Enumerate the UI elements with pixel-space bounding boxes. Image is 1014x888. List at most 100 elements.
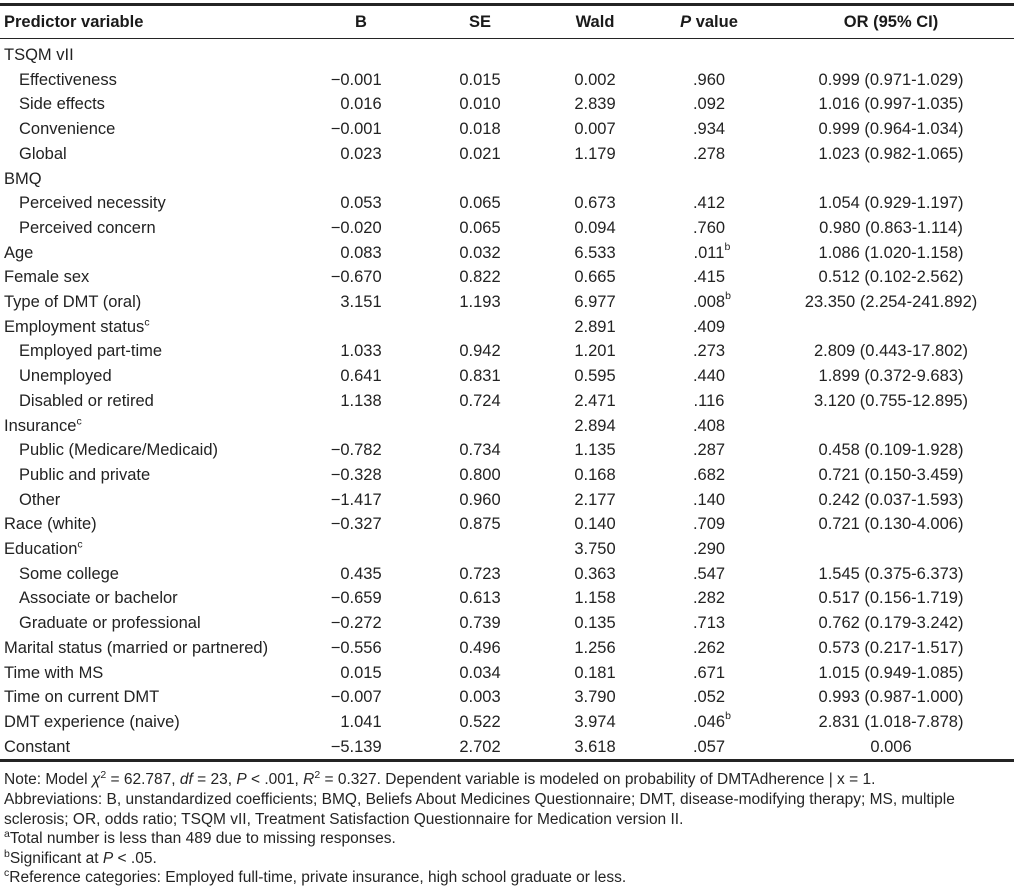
wald-cell: 2.891 — [574, 317, 616, 336]
b-cell: −0.782 — [330, 441, 382, 460]
wald-cell — [540, 39, 650, 68]
se-cell: 0.831 — [459, 367, 501, 386]
se-cell: 0.724 — [459, 391, 501, 410]
or-cell: 0.721 (0.150-3.459) — [818, 465, 964, 484]
se-cell: 1.193 — [459, 293, 501, 312]
p-cell: .709 — [692, 515, 726, 534]
footnote-line: Abbreviations: B, unstandardized coeffic… — [4, 790, 955, 828]
table-row: Side effects 0.016 0.010 2.839 .092 1.016 (0.… — [0, 92, 1014, 117]
or-cell — [768, 315, 1014, 340]
p-cell: .282 — [692, 589, 726, 608]
or-cell: 1.086 (1.020-1.158) — [818, 243, 964, 262]
table-row: Insurancec 2.894 .408 — [0, 414, 1014, 439]
wald-cell: 3.750 — [574, 540, 616, 559]
b-cell: −0.020 — [330, 218, 382, 237]
table-row: Female sex −0.670 0.822 0.665 .415 0.512 (0.1… — [0, 265, 1014, 290]
table-row: DMT experience (naive) 1.041 0.522 3.974 .04… — [0, 710, 1014, 735]
wald-cell: 1.158 — [574, 589, 616, 608]
b-cell: −0.007 — [330, 688, 382, 707]
predictor-cell: Public (Medicare/Medicaid) — [19, 441, 218, 460]
wald-cell: 2.177 — [574, 490, 616, 509]
predictor-cell: Female sex — [4, 268, 90, 287]
se-cell: 0.960 — [459, 490, 501, 509]
wald-cell: 6.533 — [574, 243, 616, 262]
p-cell: .412 — [692, 194, 726, 213]
or-cell: 2.831 (1.018-7.878) — [818, 712, 964, 731]
p-cell: .682 — [692, 465, 726, 484]
footnote-line: Note: Model χ2 = 62.787, df = 23, P < .0… — [4, 769, 876, 789]
p-cell: .057 — [692, 737, 726, 756]
predictor-cell: Effectiveness — [19, 70, 117, 89]
predictor-cell: BMQ — [4, 169, 42, 188]
b-cell: −0.328 — [330, 465, 382, 484]
p-cell: .116 — [693, 391, 725, 410]
header-row: Predictor variable B SE Wald P value OR (95% … — [0, 4, 1014, 39]
or-cell: 0.242 (0.037-1.593) — [818, 490, 964, 509]
wald-cell: 0.135 — [574, 614, 616, 633]
p-cell: .273 — [692, 342, 726, 361]
predictor-cell: Age — [4, 243, 34, 262]
footnote-line: bSignificant at P < .05. — [4, 847, 157, 867]
b-cell: 0.083 — [340, 243, 382, 262]
wald-cell: 1.201 — [574, 342, 616, 361]
p-cell: .262 — [692, 638, 726, 657]
b-cell: −0.659 — [330, 589, 382, 608]
wald-cell: 0.673 — [574, 194, 616, 213]
b-cell: 0.016 — [340, 95, 382, 114]
table-row: Time with MS 0.015 0.034 0.181 .671 1.015 (0.… — [0, 661, 1014, 686]
table-row: Other −1.417 0.960 2.177 .140 0.242 (0.037-1.… — [0, 488, 1014, 513]
or-cell: 1.016 (0.997-1.035) — [818, 95, 964, 114]
wald-cell: 0.181 — [574, 663, 616, 682]
predictor-cell: Some college — [19, 564, 119, 583]
table-row: Age 0.083 0.032 6.533 .011 b 1.086 (1.020-1.15… — [0, 241, 1014, 266]
se-cell: 0.522 — [459, 712, 501, 731]
se-cell: 0.723 — [459, 564, 501, 583]
wald-cell: 1.256 — [574, 638, 616, 657]
or-cell: 0.517 (0.156-1.719) — [818, 589, 964, 608]
predictor-cell: Employed part-time — [19, 342, 163, 361]
p-cell: .415 — [692, 268, 726, 287]
wald-cell: 0.168 — [574, 465, 616, 484]
b-cell: −0.670 — [330, 268, 382, 287]
wald-cell: 0.363 — [574, 564, 616, 583]
se-cell — [420, 537, 540, 562]
predictor-cell: Marital status (married or partnered) — [4, 638, 269, 657]
se-cell: 0.739 — [459, 614, 501, 633]
table-row: Constant −5.139 2.702 3.618 .057 0.006 — [0, 735, 1014, 761]
predictor-cell: Convenience — [19, 120, 116, 139]
wald-cell: 3.790 — [574, 688, 616, 707]
or-cell: 0.999 (0.971-1.029) — [818, 70, 964, 89]
se-cell: 0.015 — [459, 70, 501, 89]
b-cell: 1.138 — [340, 391, 382, 410]
p-cell: .960 — [692, 70, 726, 89]
se-cell — [420, 167, 540, 192]
p-cell: .290 — [692, 540, 726, 559]
b-cell: 0.641 — [340, 367, 382, 386]
table-row: Type of DMT (oral) 3.151 1.193 6.977 .008 b 23… — [0, 290, 1014, 315]
col-header-p-value: P value — [650, 4, 768, 39]
p-cell: .440 — [692, 367, 726, 386]
predictor-cell: Global — [19, 144, 67, 163]
or-cell: 1.054 (0.929-1.197) — [818, 194, 964, 213]
or-cell: 0.993 (0.987-1.000) — [818, 688, 964, 707]
or-cell: 0.512 (0.102-2.562) — [818, 268, 964, 287]
table-row: Marital status (married or partnered) −0.… — [0, 636, 1014, 661]
predictor-cell: Race (white) — [4, 515, 97, 534]
p-cell: .011 b — [693, 240, 731, 262]
table-body: TSQM vII Effectiveness −0.001 0.015 0.002 .96… — [0, 39, 1014, 761]
b-cell: 0.435 — [340, 564, 382, 583]
table-row: Employed part-time 1.033 0.942 1.201 .273 2.8… — [0, 339, 1014, 364]
predictor-cell: Type of DMT (oral) — [4, 293, 142, 312]
b-cell: −0.272 — [330, 614, 382, 633]
or-cell — [768, 39, 1014, 68]
p-cell: .140 — [692, 490, 726, 509]
table-row: Associate or bachelor −0.659 0.613 1.158 .28… — [0, 586, 1014, 611]
p-cell: .092 — [692, 95, 726, 114]
wald-cell: 2.894 — [574, 416, 616, 435]
col-header-wald: Wald — [540, 4, 650, 39]
or-cell — [768, 537, 1014, 562]
b-cell: 0.053 — [340, 194, 382, 213]
predictor-cell: Employment statusc — [4, 316, 150, 336]
p-cell: .760 — [692, 218, 726, 237]
predictor-cell: Perceived concern — [19, 218, 156, 237]
